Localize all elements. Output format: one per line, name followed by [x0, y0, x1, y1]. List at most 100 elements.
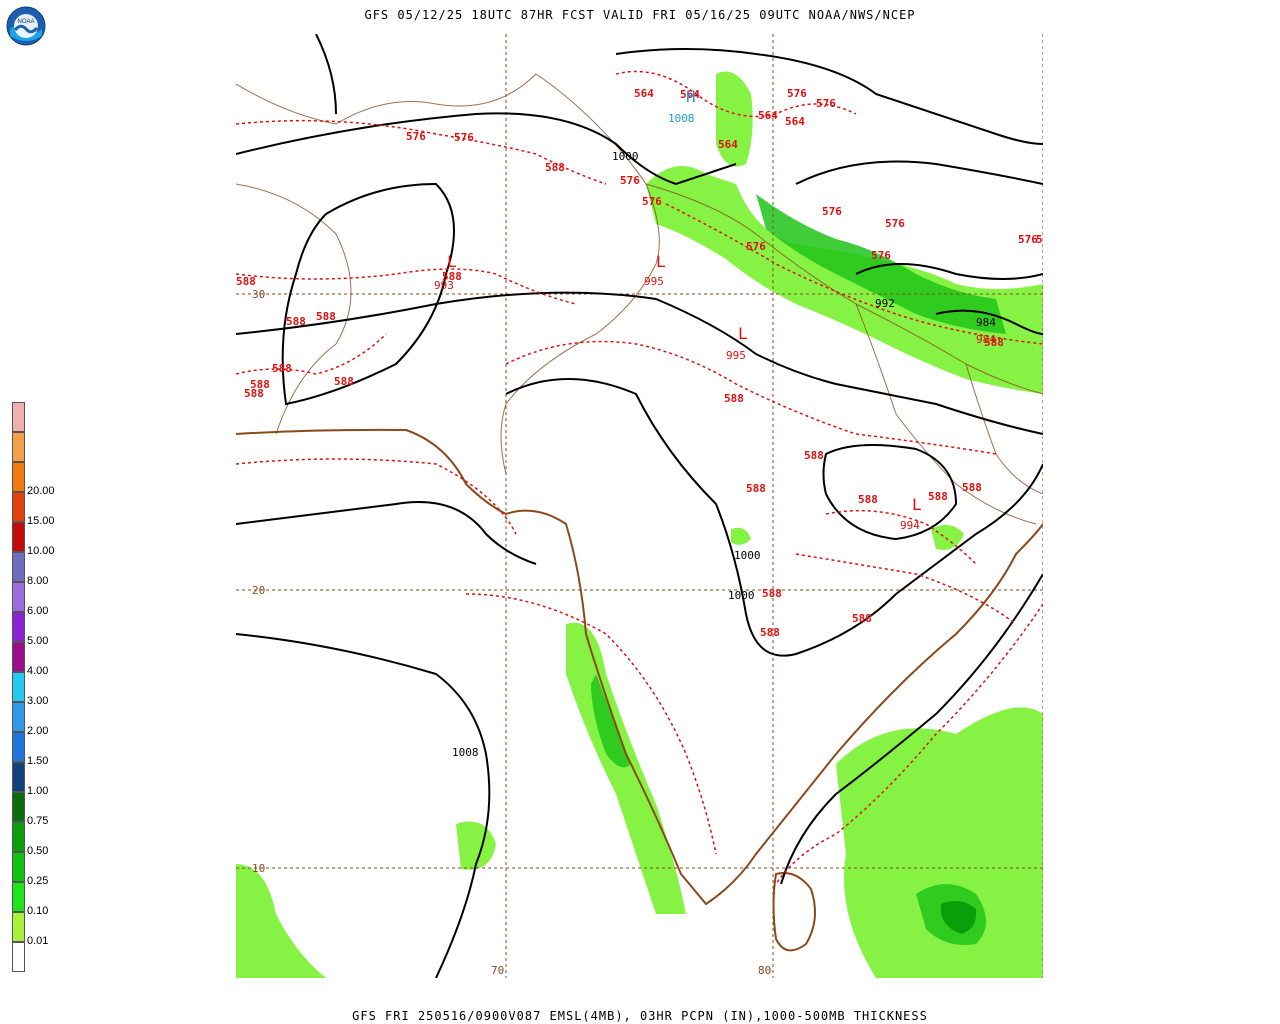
thickness-label: 564 — [758, 109, 778, 122]
precip-north — [716, 71, 753, 167]
thickness-label: 588 — [962, 481, 982, 494]
legend-swatch — [12, 822, 25, 852]
thickness-label: 576 — [620, 174, 640, 187]
low-symbol: L — [738, 324, 748, 343]
thickness-label: 588 — [272, 362, 292, 375]
legend-swatch — [12, 402, 25, 432]
thickness-label: 588 — [334, 375, 354, 388]
precip-darkest — [941, 900, 977, 934]
pressure-label: 992 — [875, 297, 895, 310]
lat-label: 10 — [252, 862, 265, 875]
thickness-label: 576 — [642, 195, 662, 208]
legend-swatch — [12, 642, 25, 672]
pressure-label: 1008 — [452, 746, 479, 759]
legend-label: 10.00 — [27, 545, 55, 557]
precip-areas — [236, 71, 1043, 978]
legend-label: 0.50 — [27, 845, 49, 857]
legend-label: 1.50 — [27, 755, 49, 767]
legend-swatch — [12, 732, 25, 762]
legend-label: 0.10 — [27, 905, 49, 917]
thickness-588-low — [825, 509, 977, 565]
thickness-label: 588 — [762, 587, 782, 600]
legend-label: 1.00 — [27, 785, 49, 797]
legend-swatch — [12, 792, 25, 822]
thickness-label: 576 — [746, 240, 766, 253]
isobar-1000-east — [822, 444, 958, 541]
low-symbol: L — [447, 252, 457, 271]
thickness-label: 576 — [822, 205, 842, 218]
precip-ne-dot — [931, 525, 964, 550]
low-centers: L 993 L 995 L 995 L 994 — [434, 252, 922, 532]
thickness-label: 588 — [984, 336, 1004, 349]
legend-swatch — [12, 432, 25, 462]
legend-label: 6.00 — [27, 605, 49, 617]
forecast-map: 30 20 10 70 80 564 564 564 564 564 576 5… — [235, 33, 1056, 979]
pressure-label: 1000 — [612, 150, 639, 163]
thickness-576-ne — [665, 203, 1044, 345]
legend-swatch — [12, 762, 25, 792]
pressure-label: 984 — [976, 316, 996, 329]
thickness-label: 576 — [1018, 233, 1038, 246]
legend-label: 3.00 — [27, 695, 49, 707]
legend-swatch — [12, 522, 25, 552]
pressure-label: 1000 — [728, 589, 755, 602]
isobar-992-ne — [855, 263, 1044, 280]
thickness-label: 588 — [746, 482, 766, 495]
isobar-1008-se — [780, 573, 1044, 885]
isobars — [235, 33, 1044, 979]
high-center: H — [686, 87, 696, 106]
legend-label: 20.00 — [27, 485, 55, 497]
thickness-588-north — [235, 268, 577, 305]
isobar-1008-sw — [235, 633, 491, 979]
thickness-label: 588 — [286, 315, 306, 328]
pressure-label: 1008 — [668, 112, 695, 125]
legend-swatch — [12, 912, 25, 942]
low-value: 993 — [434, 279, 454, 292]
thickness-label: 576 — [454, 131, 474, 144]
lat-labels: 30 20 10 — [252, 288, 265, 875]
thickness-label: 576 — [885, 217, 905, 230]
low-value: 995 — [726, 349, 746, 362]
high-symbol: H — [686, 87, 696, 106]
legend-swatch — [12, 702, 25, 732]
thickness-588-west — [235, 333, 387, 375]
logo-text: NOAA — [17, 19, 34, 25]
thickness-contours — [235, 70, 1044, 885]
thickness-564 — [615, 70, 857, 118]
thickness-label: 588 — [858, 493, 878, 506]
thickness-label: 588 — [545, 161, 565, 174]
thickness-label: 564 — [680, 88, 700, 101]
page-footer: GFS FRI 250516/0900V087 EMSL(4MB), 03HR … — [352, 1009, 928, 1023]
coastline — [235, 428, 1044, 952]
pressure-labels: 1008 1000 992 984 984 1000 1000 1008 — [452, 112, 996, 759]
thickness-576-north — [235, 119, 607, 185]
isobar-1008-center — [235, 291, 1044, 435]
isobar-1008-south — [235, 501, 537, 565]
legend-label: 0.75 — [27, 815, 49, 827]
thickness-label: 588 — [852, 612, 872, 625]
thickness-label: 588 — [442, 270, 462, 283]
thickness-label: 564 — [718, 138, 738, 151]
legend-swatch — [12, 882, 25, 912]
lat-label: 30 — [252, 288, 265, 301]
thickness-label: 588 — [316, 310, 336, 323]
lon-labels: 70 80 — [491, 964, 771, 977]
thickness-label: 588 — [804, 449, 824, 462]
isobar-ne-curl — [795, 160, 1044, 185]
thickness-labels: 564 564 564 564 564 576 576 576 576 576 … — [236, 87, 1056, 639]
lon-label: 80 — [758, 964, 771, 977]
precip-gujarat-dot — [731, 527, 751, 545]
low-symbol: L — [656, 252, 666, 271]
legend-label: 0.01 — [27, 935, 49, 947]
isobar-1008-north — [235, 112, 737, 186]
legend-label: 2.00 — [27, 725, 49, 737]
legend-swatch — [12, 672, 25, 702]
legend-swatch — [12, 942, 25, 972]
thickness-label: 588 — [250, 378, 270, 391]
legend-label: 5.00 — [27, 635, 49, 647]
low-symbol: L — [912, 495, 922, 514]
legend-swatch — [12, 492, 25, 522]
legend-swatch — [12, 612, 25, 642]
isobar-1000-central — [505, 378, 1044, 657]
isobar-north-top — [615, 48, 1044, 145]
